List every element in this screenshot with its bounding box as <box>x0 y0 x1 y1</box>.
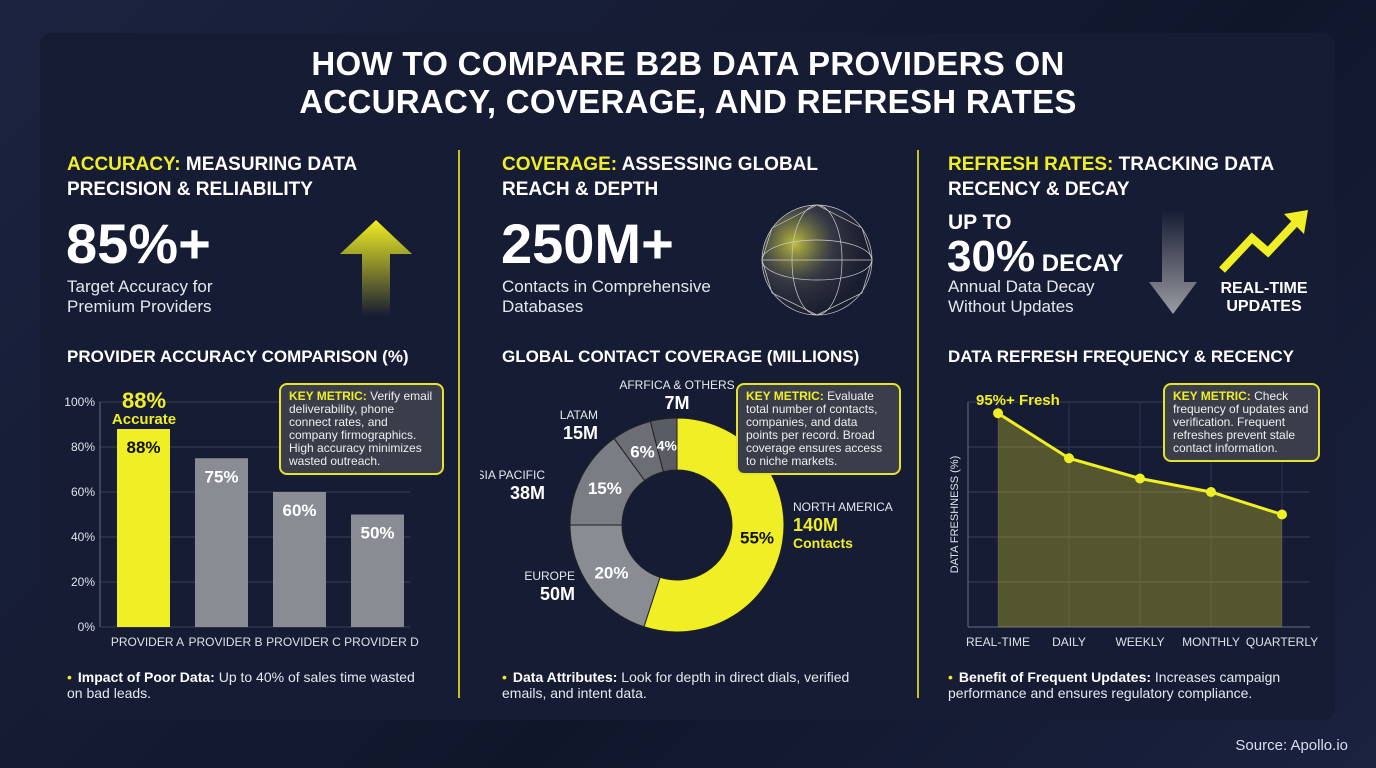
refresh-note: • Benefit of Frequent Updates: Increases … <box>948 669 1281 701</box>
accuracy-bar-chart: 0% 20% 40% 60% 80% 100% 88% PROVIDER A 75% PROVID… <box>64 388 419 649</box>
accuracy-key-metric: KEY METRIC: Verify email deliverability,… <box>279 383 444 475</box>
column-divider <box>917 150 919 698</box>
coverage-key-metric: KEY METRIC: Evaluate total number of con… <box>736 383 901 475</box>
refresh-stat-label: Annual Data Decay Without Updates <box>948 277 1095 316</box>
coverage-note: • Data Attributes: Look for depth in dire… <box>502 669 850 701</box>
slice-percent-label: 55% <box>740 529 774 548</box>
column-divider <box>458 150 460 698</box>
highlight-label: Accurate <box>112 411 176 428</box>
data-point <box>993 408 1003 419</box>
up-arrow-icon <box>340 220 412 316</box>
slice-name-label: EUROPE <box>524 569 575 583</box>
x-tick-label: QUARTERLY <box>1246 635 1318 649</box>
slice-percent-label: 6% <box>630 443 655 462</box>
slice-extra-label: Contacts <box>793 535 853 551</box>
bar <box>273 492 326 627</box>
slice-value-label: 140M <box>793 515 838 535</box>
x-tick-label: PROVIDER A <box>111 635 184 649</box>
refresh-heading: REFRESH RATES: TRACKING DATA RECENCY & D… <box>948 154 1274 200</box>
refresh-stat: 30% DECAY <box>947 232 1124 281</box>
y-tick-label: 40% <box>71 530 95 544</box>
y-tick-label: 80% <box>71 440 95 454</box>
source-label: Source: Apollo.io <box>1235 737 1348 754</box>
refresh-area-chart: REAL-TIME DAILY WEEKLY MONTHLY QUARTERLY 95%+… <box>949 392 1318 649</box>
title-line-1: HOW TO COMPARE B2B DATA PROVIDERS ON <box>311 45 1065 82</box>
x-tick-label: DAILY <box>1052 635 1086 649</box>
coverage-chart-title: GLOBAL CONTACT COVERAGE (MILLIONS) <box>502 347 860 366</box>
y-tick-label: 20% <box>71 575 95 589</box>
globe-icon <box>761 204 873 316</box>
slice-percent-label: 20% <box>594 564 628 583</box>
highlight-value: 88% <box>122 388 166 413</box>
slice-name-label: AFRFICA & OTHERS <box>619 378 734 392</box>
page-title: HOW TO COMPARE B2B DATA PROVIDERS ON ACCU… <box>0 45 1376 121</box>
realtime-updates-label: REAL-TIME UPDATES <box>1220 280 1308 315</box>
annotation-label: 95%+ Fresh <box>976 392 1060 409</box>
x-tick-label: PROVIDER B <box>188 635 262 649</box>
x-tick-label: MONTHLY <box>1182 635 1240 649</box>
slice-value-label: 38M <box>510 483 545 503</box>
x-tick-label: WEEKLY <box>1115 635 1164 649</box>
x-tick-label: PROVIDER C <box>266 635 341 649</box>
data-point <box>1135 473 1145 484</box>
coverage-stat: 250M+ <box>501 212 674 275</box>
slice-value-label: 50M <box>540 584 575 604</box>
bar-value-label: 50% <box>360 524 394 543</box>
accuracy-stat: 85%+ <box>66 212 211 275</box>
bar-value-label: 60% <box>282 501 316 520</box>
coverage-heading: COVERAGE: ASSESSING GLOBAL REACH & DEPTH <box>502 154 818 200</box>
accuracy-note: • Impact of Poor Data: Up to 40% of sales… <box>67 669 415 701</box>
data-point <box>1277 509 1287 520</box>
y-axis-label: DATA FRESHNESS (%) <box>949 456 961 574</box>
refresh-key-metric: KEY METRIC: Check frequency of updates a… <box>1163 383 1320 462</box>
down-arrow-icon <box>1149 210 1197 314</box>
slice-percent-label: 15% <box>588 479 622 498</box>
x-tick-label: REAL-TIME <box>966 635 1030 649</box>
y-tick-label: 60% <box>71 485 95 499</box>
bar-value-label: 75% <box>204 467 238 486</box>
coverage-stat-label: Contacts in Comprehensive Databases <box>502 277 711 316</box>
slice-value-label: 7M <box>664 393 689 413</box>
y-tick-label: 100% <box>64 395 95 409</box>
bar-value-label: 88% <box>126 438 160 457</box>
slice-name-label: ASIA PACIFIC <box>480 468 545 482</box>
data-point <box>1064 453 1074 464</box>
accuracy-chart-title: PROVIDER ACCURACY COMPARISON (%) <box>67 347 409 366</box>
accuracy-heading: ACCURACY: MEASURING DATA PRECISION & REL… <box>67 154 357 200</box>
bar <box>117 429 170 627</box>
y-tick-label: 0% <box>78 620 96 634</box>
refresh-stat-prefix: UP TO <box>948 211 1012 234</box>
slice-name-label: NORTH AMERICA <box>793 500 893 514</box>
donut-slice <box>649 417 678 473</box>
x-tick-label: PROVIDER D <box>344 635 419 649</box>
slice-value-label: 15M <box>563 423 598 443</box>
data-point <box>1206 487 1216 497</box>
trend-up-icon <box>1219 210 1308 273</box>
refresh-chart-title: DATA REFRESH FREQUENCY & RECENCY <box>948 347 1295 366</box>
slice-name-label: LATAM <box>560 408 598 422</box>
area-fill <box>998 413 1282 627</box>
bar <box>195 458 248 627</box>
bar <box>351 514 404 627</box>
title-line-2: ACCURACY, COVERAGE, AND REFRESH RATES <box>299 83 1077 120</box>
accuracy-stat-label: Target Accuracy for Premium Providers <box>67 277 213 316</box>
slice-percent-label: 4% <box>657 438 678 454</box>
